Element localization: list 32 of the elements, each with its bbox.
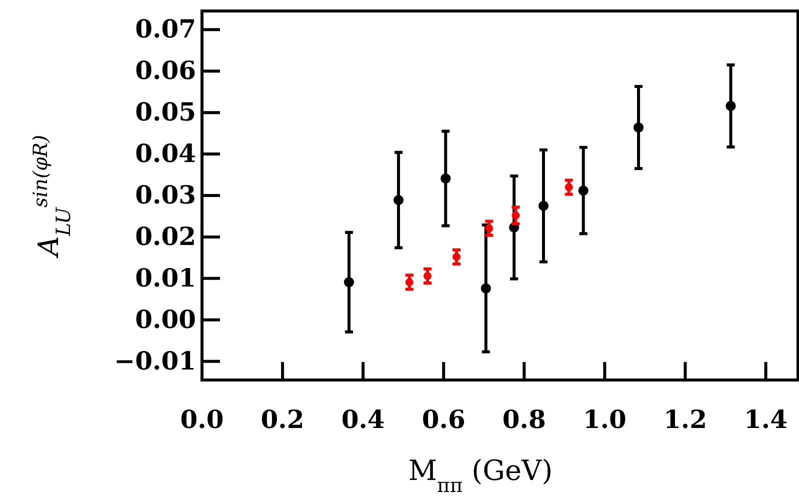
point	[405, 278, 414, 286]
y-tick-label: 0.05	[135, 98, 196, 127]
x-tick-label: 0.2	[260, 404, 304, 434]
point	[564, 183, 573, 192]
y-tick-label: 0.06	[135, 56, 196, 86]
point	[578, 185, 588, 196]
x-tick-label: 0.0	[180, 404, 224, 434]
point	[393, 195, 404, 206]
y-tick-label: 0.02	[135, 222, 196, 251]
point	[538, 200, 549, 211]
point	[452, 252, 460, 261]
x-tick-label: 0.8	[502, 404, 546, 434]
y-tick-label: 0.03	[135, 180, 196, 210]
x-tick-label: 0.4	[341, 404, 385, 434]
point	[344, 277, 354, 288]
x-tick-label: 1.0	[582, 404, 626, 434]
y-tick-label: 0.01	[135, 263, 196, 292]
y-tick-label: 0.07	[135, 14, 196, 44]
x-tick-label: 1.2	[663, 404, 707, 434]
y-tick-label: 0.04	[135, 139, 196, 168]
x-axis-title: M$_{ππ}$ (GeV)	[408, 454, 553, 496]
y-tick-label: 0.00	[135, 304, 196, 334]
point	[726, 100, 736, 111]
x-tick-label: 0.6	[422, 404, 466, 434]
point	[512, 211, 520, 220]
point	[485, 224, 494, 232]
y-tick-label: −0.01	[114, 346, 196, 376]
point	[424, 272, 432, 280]
x-tick-label: 1.4	[744, 404, 788, 434]
point	[480, 283, 491, 294]
point	[633, 122, 644, 133]
point	[440, 173, 451, 184]
